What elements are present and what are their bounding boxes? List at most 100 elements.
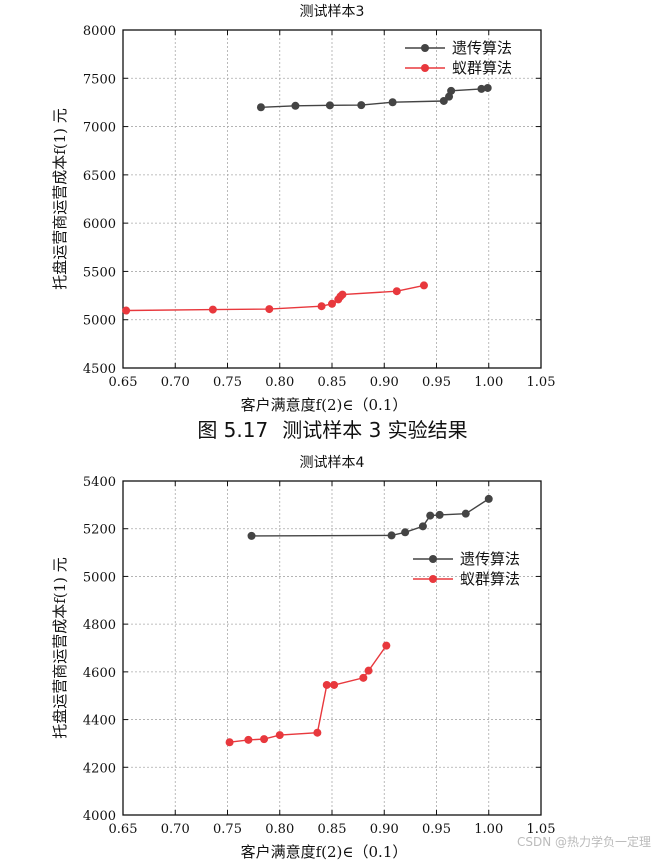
data-point <box>260 735 269 744</box>
series-aco <box>225 641 391 747</box>
data-point <box>435 510 444 519</box>
legend-label: 蚁群算法 <box>460 570 520 588</box>
chart-2: 测试样本4 0.65 0.70 0.75 0.80 0.85 0.90 0.95 1.00 1.0… <box>51 455 555 861</box>
series-ga <box>247 494 493 540</box>
data-point <box>275 731 284 740</box>
x-tick-label: 0.70 <box>161 375 190 390</box>
data-point <box>225 738 234 747</box>
data-point <box>388 98 397 107</box>
y-tick-label: 4800 <box>83 618 116 633</box>
x-tick-label: 0.65 <box>109 375 138 390</box>
data-point <box>483 83 492 92</box>
data-point <box>359 673 368 682</box>
x-tick-label: 1.00 <box>474 375 503 390</box>
x-tick-label: 0.85 <box>318 375 347 390</box>
chart-title: 测试样本3 <box>300 4 365 20</box>
y-tick-label: 4600 <box>83 666 116 681</box>
data-point <box>401 528 410 537</box>
x-tick-label: 0.90 <box>370 375 399 390</box>
legend-marker <box>421 64 429 72</box>
data-point <box>392 287 401 296</box>
data-point <box>382 641 391 650</box>
y-tick-label: 6000 <box>83 217 116 232</box>
data-point <box>244 735 253 744</box>
watermark: CSDN @热力学负一定理 <box>516 835 651 849</box>
data-point <box>122 306 131 315</box>
y-tick-label: 4400 <box>83 714 116 729</box>
x-tick-label: 0.80 <box>265 375 294 390</box>
series-line <box>260 87 488 108</box>
x-axis-label: 客户满意度f(2)∈（0.1） <box>241 396 408 414</box>
x-tick-label: 0.65 <box>109 822 138 837</box>
x-axis-label: 客户满意度f(2)∈（0.1） <box>241 843 408 861</box>
data-point <box>338 290 347 299</box>
y-tick-label: 5200 <box>83 523 116 538</box>
legend-marker <box>429 555 437 563</box>
data-point <box>208 305 217 314</box>
data-point <box>325 101 334 110</box>
chart-title: 测试样本4 <box>300 455 365 471</box>
y-tick-label: 5500 <box>83 265 116 280</box>
x-tick-label: 1.00 <box>474 822 503 837</box>
data-point <box>328 299 336 308</box>
data-point <box>313 728 322 737</box>
figure-caption-number: 图 5.17 <box>197 418 269 442</box>
x-tick-label: 0.90 <box>370 822 399 837</box>
x-tick-label: 0.95 <box>422 375 451 390</box>
legend-label: 遗传算法 <box>460 550 520 568</box>
y-tick-label: 4200 <box>83 761 116 776</box>
data-point <box>357 101 366 110</box>
data-point <box>447 86 456 95</box>
data-point <box>477 84 486 93</box>
x-tick-label: 1.05 <box>527 375 556 390</box>
chart-1: 测试样本3 0.65 0.70 0.75 0.80 0.85 0.90 0.95 1.00 1.0… <box>51 4 555 414</box>
y-axis-label: 托盘运营商运营成本f(1) 元 <box>51 557 69 739</box>
data-point <box>364 666 373 675</box>
y-tick-label: 4000 <box>83 809 116 824</box>
y-tick-label: 4500 <box>83 362 116 377</box>
data-point <box>317 302 326 311</box>
figure-caption: 图 5.17 测试样本 3 实验结果 <box>0 414 665 443</box>
data-point <box>265 305 274 314</box>
legend-marker <box>429 575 437 583</box>
legend-marker <box>421 44 429 52</box>
series-line <box>126 284 425 312</box>
x-tick-label: 1.05 <box>527 822 556 837</box>
series-line <box>251 498 490 537</box>
y-tick-label: 5000 <box>83 570 116 585</box>
data-point <box>461 509 470 518</box>
x-tick-label: 0.75 <box>213 375 242 390</box>
y-axis-label: 托盘运营商运营成本f(1) 元 <box>51 108 69 290</box>
x-tick-label: 0.85 <box>318 822 347 837</box>
y-tick-label: 8000 <box>83 24 116 39</box>
series-aco <box>122 281 428 315</box>
data-point <box>256 103 265 112</box>
x-tick-label: 0.70 <box>161 822 190 837</box>
data-point <box>418 522 427 531</box>
data-point <box>387 531 396 540</box>
x-tick-label: 0.80 <box>265 822 294 837</box>
y-tick-label: 5000 <box>83 314 116 329</box>
plot-frame <box>122 480 542 816</box>
y-tick-label: 7000 <box>83 121 116 136</box>
y-tick-label: 7500 <box>83 72 116 87</box>
data-point <box>419 281 428 290</box>
x-tick-label: 0.95 <box>422 822 451 837</box>
series-line <box>229 645 387 743</box>
y-tick-label: 5400 <box>83 475 116 490</box>
series-ga <box>256 83 492 112</box>
legend-label: 遗传算法 <box>452 39 512 57</box>
data-point <box>330 680 339 689</box>
data-point <box>322 680 331 689</box>
x-tick-label: 0.75 <box>213 822 242 837</box>
data-point <box>426 511 435 520</box>
legend-label: 蚁群算法 <box>452 59 512 77</box>
figure-caption-text: 测试样本 3 实验结果 <box>282 418 468 442</box>
data-point <box>247 531 256 540</box>
data-point <box>291 101 300 110</box>
data-point <box>484 494 493 503</box>
y-tick-label: 6500 <box>83 169 116 184</box>
